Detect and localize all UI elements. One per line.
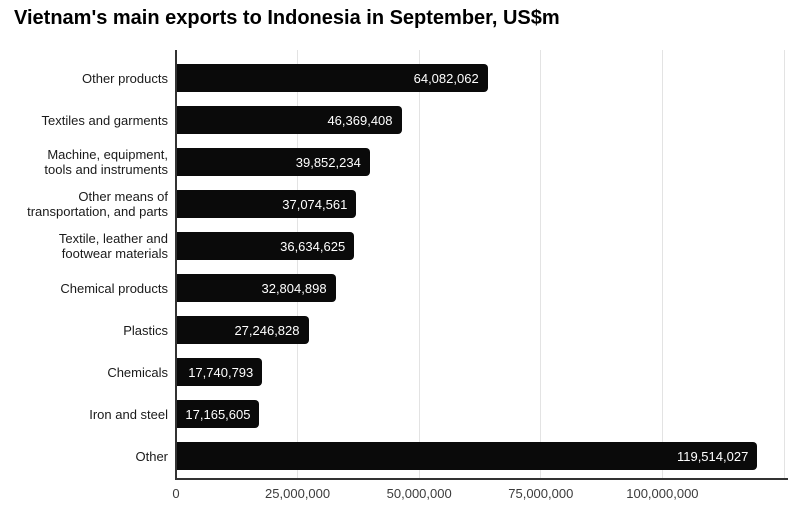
- bar: 119,514,027: [177, 442, 758, 470]
- category-label: Machine, equipment, tools and instrument…: [44, 147, 168, 177]
- category-label: Chemical products: [60, 280, 168, 296]
- bar: 37,074,561: [177, 190, 357, 218]
- category-label: Plastics: [123, 322, 168, 338]
- bar-value-label: 39,852,234: [295, 154, 361, 170]
- bar-value-label: 64,082,062: [413, 70, 479, 86]
- gridline: [783, 50, 785, 478]
- x-axis-line: [175, 478, 788, 480]
- bar: 17,740,793: [177, 358, 263, 386]
- x-tick-label: 100,000,000: [626, 486, 699, 501]
- y-axis-line: [175, 50, 177, 478]
- gridline: [540, 50, 542, 478]
- bar-value-label: 17,165,605: [185, 406, 251, 422]
- gridline: [661, 50, 663, 478]
- category-label: Iron and steel: [89, 406, 168, 422]
- bar-value-label: 46,369,408: [327, 112, 393, 128]
- bar: 46,369,408: [177, 106, 402, 134]
- category-label: Textile, leather and footwear materials: [58, 231, 168, 261]
- bar: 36,634,625: [177, 232, 355, 260]
- chart-title: Vietnam's main exports to Indonesia in S…: [14, 7, 560, 29]
- category-label: Other products: [82, 70, 168, 86]
- bar-value-label: 37,074,561: [282, 196, 348, 212]
- bar-value-label: 36,634,625: [280, 238, 346, 254]
- bar-value-label: 32,804,898: [261, 280, 327, 296]
- x-tick-label: 0: [172, 486, 180, 501]
- bar: 17,165,605: [177, 400, 260, 428]
- bar: 27,246,828: [177, 316, 309, 344]
- category-label: Chemicals: [107, 364, 168, 380]
- bar-value-label: 119,514,027: [676, 448, 749, 464]
- bar-value-label: 17,740,793: [188, 364, 254, 380]
- x-tick-label: 75,000,000: [508, 486, 574, 501]
- bar: 32,804,898: [177, 274, 336, 302]
- category-label: Other: [135, 448, 168, 464]
- x-tick-label: 50,000,000: [386, 486, 452, 501]
- category-label: Other means of transportation, and parts: [27, 189, 168, 219]
- gridline: [297, 50, 299, 478]
- gridline: [418, 50, 420, 478]
- x-tick-label: 25,000,000: [265, 486, 331, 501]
- bar: 39,852,234: [177, 148, 370, 176]
- category-label: Textiles and garments: [41, 112, 168, 128]
- bar-value-label: 27,246,828: [234, 322, 300, 338]
- bar: 64,082,062: [177, 64, 488, 92]
